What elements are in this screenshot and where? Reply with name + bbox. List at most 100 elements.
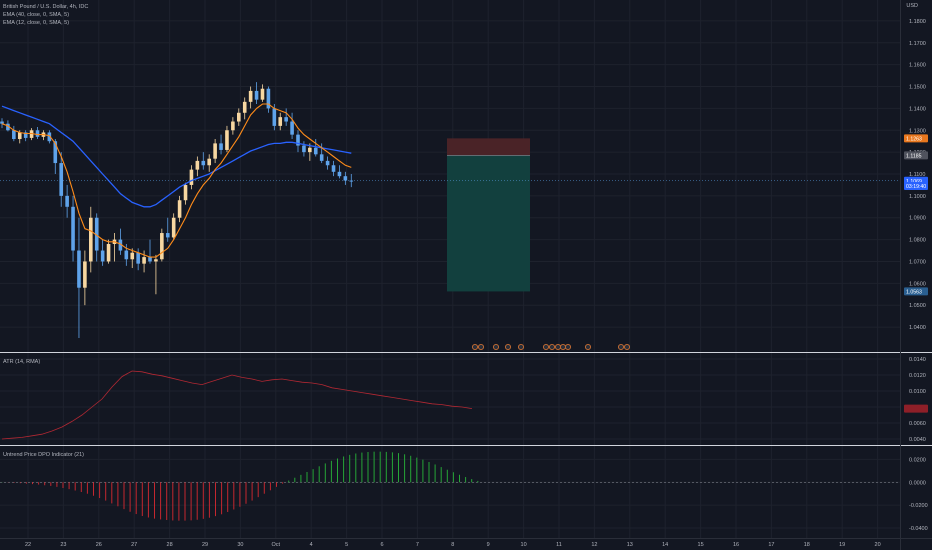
price-tick-label: 1.1300 — [909, 128, 926, 134]
time-axis-label: 6 — [380, 542, 383, 548]
dpo-tick-label: -0.0200 — [909, 503, 928, 509]
candle-body — [17, 132, 22, 140]
ema-short-line — [1, 103, 352, 258]
event-marker — [548, 343, 556, 351]
candle-body — [290, 121, 294, 135]
candle-body — [260, 88, 265, 100]
price-tag — [904, 151, 928, 160]
event-marker — [617, 343, 625, 351]
candle-body — [77, 250, 81, 288]
time-axis-label: 14 — [662, 542, 668, 548]
candle-body — [337, 171, 342, 177]
time-axis-label: 17 — [768, 542, 774, 548]
dpo-tick-label: 0.0000 — [909, 480, 926, 486]
atr-line — [1, 370, 473, 440]
time-axis-label: 9 — [487, 542, 490, 548]
time-axis-label: 20 — [875, 542, 881, 548]
candle-body — [136, 252, 140, 264]
candle-body — [154, 259, 158, 262]
candle-body — [83, 261, 87, 288]
price-tick-label: 1.1500 — [909, 85, 926, 91]
time-axis-label: 19 — [839, 542, 845, 548]
price-tick-label: 1.0700 — [909, 259, 926, 265]
price-tag-label: 1.1185 — [906, 153, 922, 159]
price-tag-label: 1.1069 — [906, 179, 922, 185]
atr-value-tag — [904, 404, 928, 413]
candle-body — [71, 206, 75, 251]
candle-body — [248, 90, 253, 102]
candle-body — [195, 160, 200, 170]
atr-tick-label: 0.0140 — [909, 357, 926, 363]
candle-body — [189, 169, 194, 185]
candle-body — [165, 233, 170, 238]
time-axis-label: 28 — [167, 542, 173, 548]
time-axis-label: 12 — [591, 542, 597, 548]
candle-body — [302, 145, 306, 153]
price-tick-label: 1.0400 — [909, 325, 926, 331]
time-axis-label: 29 — [202, 542, 208, 548]
time-axis-label: 11 — [556, 542, 562, 548]
price-tick-label: 1.0900 — [909, 216, 926, 222]
event-marker — [584, 343, 592, 351]
candle-body — [313, 147, 318, 155]
candle-body — [284, 117, 288, 122]
stop-loss-zone — [447, 138, 530, 156]
event-marker — [477, 343, 485, 351]
candle-body — [47, 132, 52, 142]
candle-body — [343, 176, 348, 181]
candle-body — [142, 257, 146, 264]
candle-body — [53, 141, 58, 164]
event-marker — [542, 343, 550, 351]
time-axis-label: 30 — [237, 542, 243, 548]
event-marker — [554, 343, 562, 351]
time-axis-label: 16 — [733, 542, 739, 548]
candle-body — [148, 257, 152, 262]
candle-body — [237, 112, 241, 122]
price-tick-label: 1.1800 — [909, 19, 926, 25]
candle-body — [225, 130, 229, 150]
candle-body — [296, 134, 300, 146]
candle-body — [118, 239, 123, 251]
candle-body — [6, 123, 10, 131]
symbol-title: British Pound / U.S. Dollar, 4h, IDC — [3, 4, 89, 10]
atr-tick-label: 0.0040 — [909, 437, 926, 443]
candle-body — [160, 233, 164, 260]
candle-body — [59, 163, 63, 196]
candle-body — [308, 147, 312, 153]
candle-body — [278, 117, 283, 126]
candle-body — [213, 143, 217, 159]
price-tag-label: 1.1263 — [906, 136, 922, 142]
dpo-tick-label: 0.0200 — [909, 457, 926, 463]
atr-label: ATR (14, RMA) — [3, 359, 41, 365]
ema-long-legend: EMA (40, close, 0, SMA, 5) — [3, 12, 70, 18]
time-axis-label: 7 — [416, 542, 419, 548]
main-legend: British Pound / U.S. Dollar, 4h, IDC EMA… — [3, 3, 88, 27]
time-axis-label: 5 — [345, 542, 348, 548]
candle-body — [29, 130, 34, 138]
candle-body — [12, 130, 16, 140]
time-axis-label: 15 — [698, 542, 704, 548]
event-marker — [623, 343, 631, 351]
atr-tick-label: 0.0060 — [909, 421, 926, 427]
price-tick-label: 1.0600 — [909, 281, 926, 287]
price-tick-label: 1.1700 — [909, 41, 926, 47]
price-tag-label: 1.0563 — [906, 289, 922, 295]
price-tick-label: 1.0500 — [909, 303, 926, 309]
candle-body — [319, 154, 324, 161]
price-tick-label: 1.1000 — [909, 194, 926, 200]
candle-body — [266, 88, 271, 109]
candle-body — [100, 250, 105, 262]
atr-legend: ATR (14, RMA) — [3, 358, 40, 366]
dpo-legend: Untrend Price DPO Indicator (21) — [3, 451, 84, 459]
time-axis-label: 13 — [627, 542, 633, 548]
price-tag — [904, 134, 928, 143]
candle-body — [201, 160, 206, 166]
event-marker — [492, 343, 500, 351]
price-tick-label: 1.0800 — [909, 238, 926, 244]
price-tag — [904, 287, 928, 296]
candle-body — [35, 130, 40, 137]
candle-body — [94, 217, 99, 251]
time-axis-label: 27 — [131, 542, 137, 548]
candle-body — [272, 108, 277, 126]
